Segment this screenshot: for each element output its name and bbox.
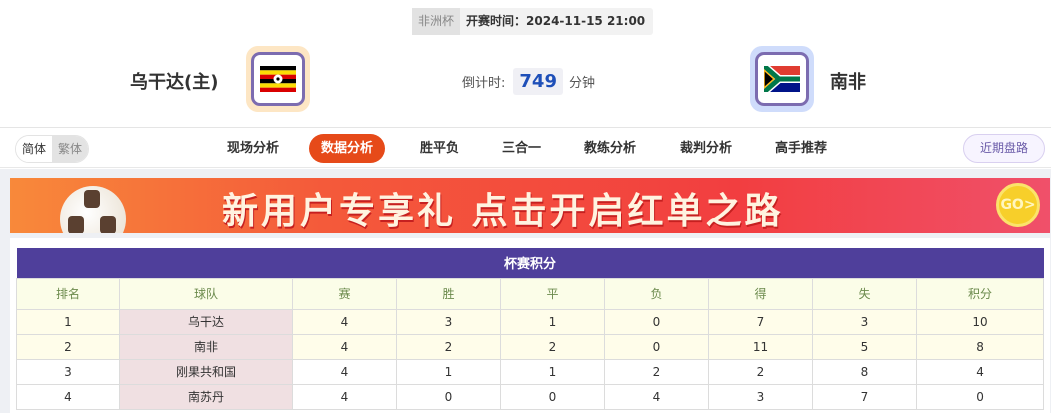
- table-cell: 0: [604, 308, 709, 335]
- table-cell: 4: [604, 383, 709, 410]
- table-cell: 2: [396, 333, 501, 360]
- nav-bar: 简体 繁体 现场分析 数据分析 胜平负 三合一 教练分析 裁判分析 高手推荐 近…: [0, 127, 1051, 168]
- lang-simplified[interactable]: 简体: [16, 136, 53, 162]
- table-cell: 7: [812, 383, 917, 410]
- table-cell: 7: [708, 308, 813, 335]
- standings-title: 杯赛积分: [16, 248, 1044, 278]
- countdown-value: 749: [513, 68, 563, 95]
- table-cell: 0: [604, 333, 709, 360]
- tab-coach-analysis[interactable]: 教练分析: [584, 141, 637, 156]
- language-toggle[interactable]: 简体 繁体: [15, 135, 90, 163]
- countdown-unit: 分钟: [568, 76, 595, 91]
- table-cell: 4: [292, 383, 397, 410]
- table-cell: 10: [915, 308, 1045, 335]
- table-cell: 3: [396, 308, 501, 335]
- home-team-logo[interactable]: [246, 46, 310, 112]
- table-cell: 11: [708, 333, 813, 360]
- table-row: 4 南苏丹 4 0 0 4 3 7 0: [16, 383, 1045, 410]
- kickoff-time: 开赛时间：2024-11-15 21:00: [466, 14, 646, 28]
- table-cell: 4: [16, 383, 120, 410]
- column-header: 排名: [16, 277, 120, 310]
- column-header: 失: [812, 277, 917, 310]
- away-team-logo[interactable]: [750, 46, 814, 112]
- recent-trends-button[interactable]: 近期盘路: [963, 134, 1045, 163]
- tab-referee-analysis[interactable]: 裁判分析: [680, 141, 733, 156]
- tab-data-analysis[interactable]: 数据分析: [309, 134, 386, 163]
- table-cell: 2: [604, 358, 709, 385]
- column-header: 负: [604, 277, 709, 310]
- table-cell: 8: [812, 358, 917, 385]
- column-header-row: 排名 球队赛胜平负得失积分: [16, 277, 1045, 310]
- table-cell: 0: [500, 383, 605, 410]
- team-cell[interactable]: 南苏丹: [119, 383, 293, 410]
- column-header: 球队: [119, 277, 293, 310]
- banner-text: 新用户专享礼 点击开启红单之路: [222, 191, 784, 232]
- table-cell: 1: [16, 308, 120, 335]
- countdown: 倒计时: 749 分钟: [462, 68, 595, 95]
- soccer-ball-icon: [60, 186, 126, 233]
- team-cell[interactable]: 刚果共和国: [119, 358, 293, 385]
- table-cell: 2: [708, 358, 813, 385]
- south-africa-flag-icon: [764, 66, 800, 92]
- match-info-badge: 非洲杯 开赛时间：2024-11-15 21:00: [412, 8, 654, 35]
- tab-three-in-one[interactable]: 三合一: [502, 141, 542, 156]
- table-cell: 2: [16, 333, 120, 360]
- competition-label: 非洲杯: [412, 8, 461, 35]
- table-cell: 4: [292, 358, 397, 385]
- column-header: 平: [500, 277, 605, 310]
- column-header: 赛: [292, 277, 397, 310]
- team-cell[interactable]: 乌干达: [119, 308, 293, 335]
- table-cell: 8: [915, 333, 1045, 360]
- away-team-name[interactable]: 南非: [830, 72, 866, 93]
- table-cell: 4: [915, 358, 1045, 385]
- column-header: 得: [708, 277, 813, 310]
- lang-traditional[interactable]: 繁体: [52, 136, 89, 162]
- table-cell: 1: [500, 358, 605, 385]
- table-cell: 1: [396, 358, 501, 385]
- table-cell: 0: [915, 383, 1045, 410]
- tab-win-draw-loss[interactable]: 胜平负: [420, 141, 460, 156]
- table-row: 1 乌干达 4 3 1 0 7 3 10: [16, 308, 1045, 335]
- tab-expert-picks[interactable]: 高手推荐: [775, 141, 828, 156]
- table-cell: 0: [396, 383, 501, 410]
- table-cell: 2: [500, 333, 605, 360]
- table-cell: 3: [16, 358, 120, 385]
- column-header: 胜: [396, 277, 501, 310]
- table-cell: 5: [812, 333, 917, 360]
- team-cell[interactable]: 南非: [119, 333, 293, 360]
- home-team-name[interactable]: 乌干达(主): [130, 72, 219, 93]
- table-cell: 1: [500, 308, 605, 335]
- go-button[interactable]: GO>: [996, 183, 1040, 227]
- column-header: 积分: [915, 277, 1045, 310]
- table-cell: 4: [292, 308, 397, 335]
- uganda-flag-icon: [260, 66, 296, 92]
- tab-live-analysis[interactable]: 现场分析: [227, 141, 280, 156]
- table-cell: 4: [292, 333, 397, 360]
- table-cell: 3: [708, 383, 813, 410]
- countdown-label: 倒计时:: [462, 76, 506, 91]
- table-cell: 3: [812, 308, 917, 335]
- table-row: 2 南非 4 2 2 0 11 5 8: [16, 333, 1045, 360]
- standings-table: 杯赛积分 排名 球队赛胜平负得失积分 1 乌干达 4 3 1 0 7 3 10 2 南非 4 2 2 0 11 5 8…: [16, 248, 1045, 410]
- promo-banner[interactable]: 新用户专享礼 点击开启红单之路 GO>: [10, 178, 1050, 233]
- table-row: 3 刚果共和国 4 1 1 2 2 8 4: [16, 358, 1045, 385]
